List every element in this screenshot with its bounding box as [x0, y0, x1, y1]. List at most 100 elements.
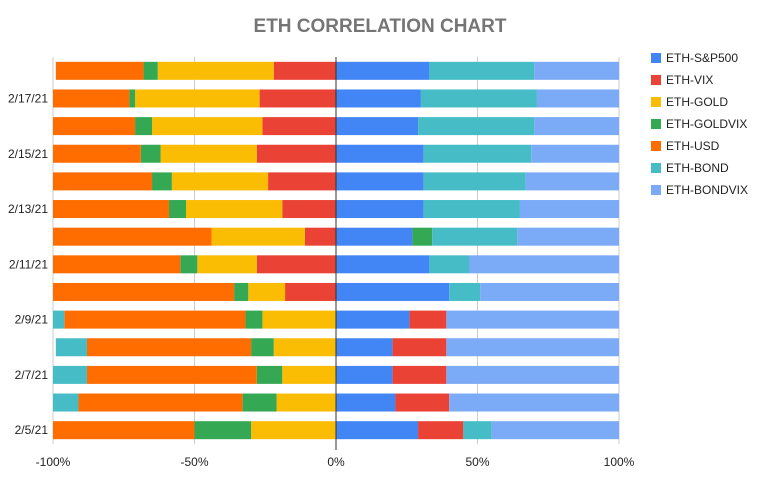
bar-segment — [285, 282, 336, 301]
bar-segment — [53, 310, 65, 329]
legend-swatch — [651, 119, 661, 129]
legend-label: ETH-GOLD — [666, 95, 728, 109]
bar-segment — [531, 144, 619, 163]
bar-segment — [211, 227, 305, 246]
bar-segment — [446, 365, 619, 384]
x-tick-label: -100% — [36, 455, 71, 469]
y-tick-label: 2/7/21 — [15, 368, 49, 382]
bar-segment — [135, 117, 153, 136]
bar-segment — [336, 255, 430, 274]
bar-segment — [135, 89, 260, 108]
bar-segment — [186, 200, 283, 219]
x-tick-label: 0% — [327, 455, 345, 469]
bar-segment — [418, 421, 464, 440]
y-tick-label: 2/17/21 — [8, 91, 48, 105]
bar-segment — [256, 365, 283, 384]
legend: ETH-S&P500 ETH-VIX ETH-GOLD ETH-GOLDVIX ETH-… — [651, 51, 748, 197]
legend-swatch — [651, 53, 661, 63]
bar-segment — [336, 117, 419, 136]
bar-segment — [282, 200, 336, 219]
bar-segment — [197, 255, 257, 274]
bar-segment — [336, 393, 396, 412]
x-tick-label: 100% — [604, 455, 635, 469]
bar-segment — [336, 172, 424, 191]
bar-segment — [53, 144, 141, 163]
bar-segment — [194, 421, 252, 440]
bar-segment — [152, 117, 263, 136]
bar-segment — [53, 200, 170, 219]
bar-segment — [273, 61, 336, 80]
bar-segment — [336, 310, 410, 329]
x-tick-label: -50% — [180, 455, 208, 469]
bar-segment — [336, 61, 430, 80]
bar-segment — [55, 338, 87, 357]
bar-segment — [64, 310, 246, 329]
bar-segment — [256, 144, 336, 163]
bar-segment — [409, 310, 447, 329]
bar-segment — [336, 227, 413, 246]
y-tick-label: 2/9/21 — [15, 313, 49, 327]
legend-label: ETH-GOLDVIX — [666, 117, 747, 131]
bar-segment — [86, 365, 257, 384]
bar-segment — [423, 172, 526, 191]
y-tick-label: 2/15/21 — [8, 147, 48, 161]
bar-segment — [129, 89, 136, 108]
bar-segment — [276, 393, 336, 412]
bar-segment — [160, 144, 257, 163]
bar-segment — [432, 227, 518, 246]
legend-label: ETH-BOND — [666, 161, 729, 175]
bar-segment — [242, 393, 277, 412]
bar-segment — [519, 200, 619, 219]
bar-segment — [469, 255, 619, 274]
bar-segment — [525, 172, 619, 191]
bar-segment — [262, 117, 336, 136]
bar-segment — [418, 117, 535, 136]
bar-segment — [304, 227, 336, 246]
bar-segment — [245, 310, 263, 329]
legend-swatch — [651, 163, 661, 173]
legend-label: ETH-S&P500 — [666, 51, 738, 65]
bar-segment — [53, 172, 153, 191]
bar-segment — [248, 282, 286, 301]
bar-segment — [423, 200, 520, 219]
bar-segment — [53, 365, 87, 384]
bar-segment — [449, 282, 481, 301]
bar-segment — [268, 172, 336, 191]
bar-segment — [53, 227, 212, 246]
bar-segment — [412, 227, 433, 246]
bar-segment — [446, 310, 619, 329]
bar-segment — [169, 200, 187, 219]
bar-segment — [429, 61, 535, 80]
bar-segment — [336, 282, 450, 301]
bar-segment — [152, 172, 172, 191]
y-tick-label: 2/11/21 — [9, 257, 48, 271]
bars — [53, 61, 619, 440]
bar-segment — [53, 89, 130, 108]
bar-segment — [282, 365, 336, 384]
x-tick-label: 50% — [465, 455, 489, 469]
bar-segment — [251, 338, 274, 357]
legend-swatch — [651, 141, 661, 151]
bar-segment — [157, 61, 274, 80]
bar-segment — [336, 89, 421, 108]
bar-segment — [395, 393, 450, 412]
bar-segment — [392, 365, 447, 384]
bar-segment — [53, 282, 235, 301]
bar-segment — [273, 338, 336, 357]
bar-segment — [180, 255, 198, 274]
bar-segment — [171, 172, 269, 191]
bar-segment — [86, 338, 252, 357]
legend-label: ETH-VIX — [666, 73, 713, 87]
y-tick-label: 2/5/21 — [15, 423, 49, 437]
bar-segment — [429, 255, 470, 274]
bar-segment — [336, 421, 419, 440]
y-axis-ticks: 2/17/21 2/15/21 2/13/21 2/11/21 2/9/21 2/7/21… — [8, 91, 48, 437]
bar-segment — [449, 393, 619, 412]
bar-segment — [534, 61, 619, 80]
bar-segment — [256, 255, 336, 274]
bar-segment — [234, 282, 249, 301]
bar-segment — [463, 421, 492, 440]
bar-segment — [143, 61, 158, 80]
legend-swatch — [651, 75, 661, 85]
bar-segment — [259, 89, 336, 108]
